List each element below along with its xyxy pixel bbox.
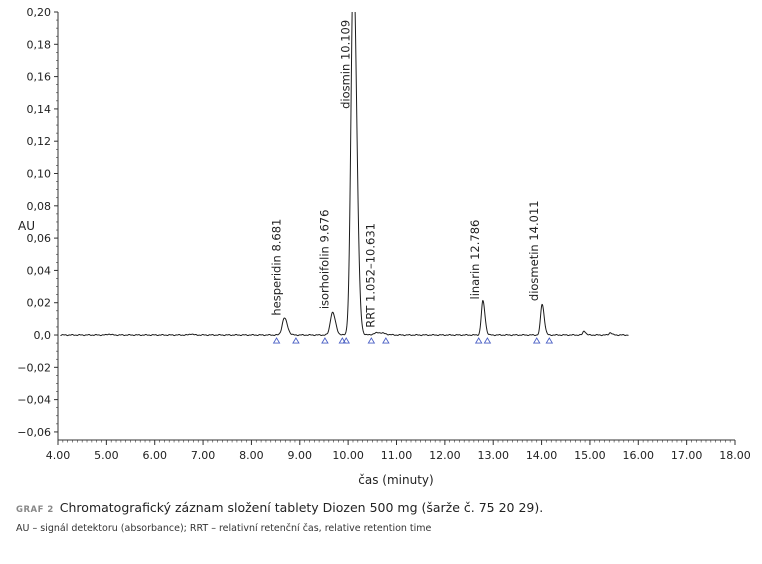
integration-marker [292, 337, 300, 344]
y-tick-label: 0,10 [27, 168, 52, 181]
x-tick-label: 18.00 [719, 449, 751, 462]
plot-frame [57, 12, 735, 441]
x-tick-label: 17.00 [671, 449, 703, 462]
caption-legend: AU – signál detektoru (absorbance); RRT … [16, 523, 432, 534]
trace-layer [60, 12, 629, 337]
integration-marker [321, 337, 329, 344]
x-tick-label: 14.00 [526, 449, 558, 462]
integration-marker [532, 337, 541, 344]
integration-marker [272, 337, 281, 344]
chromatogram-chart: 0,20 0,18 0,16 0,14 0,12 0,10 0,08 0,06 0,04 0,02… [17, 6, 751, 487]
peak-labels: hesperidin 8.681 isorhoifolin 9.676 diosmi… [269, 20, 541, 328]
figure-caption: GRAF 2 Chromatografický záznam složení ta… [16, 500, 756, 534]
x-axis: 4.00 5.00 6.00 7.00 8.00 9.00 10.00 11.00 12.00 1… [46, 440, 751, 462]
peak-label: diosmin 10.109 [338, 20, 352, 109]
y-tick-label: 0,04 [27, 264, 52, 277]
y-tick-label: 0,0 [34, 329, 52, 342]
y-tick-label: −0,06 [17, 426, 51, 439]
y-tick-label: 0,16 [27, 71, 52, 84]
y-tick-label: −0,02 [17, 361, 51, 374]
peak-label: isorhoifolin 9.676 [317, 210, 331, 310]
x-tick-label: 15.00 [574, 449, 606, 462]
y-tick-label: 0,18 [27, 38, 52, 51]
integration-marker [483, 337, 492, 344]
peak-label: diosmetin 14.011 [527, 200, 541, 301]
integration-marker [342, 337, 351, 344]
peak-label: hesperidin 8.681 [269, 219, 283, 316]
integration-marker [338, 337, 347, 344]
caption-title: Chromatografický záznam složení tablety … [59, 500, 544, 515]
chromatogram-trace [60, 12, 629, 337]
y-axis: 0,20 0,18 0,16 0,14 0,12 0,10 0,08 0,06 0,04 0,02… [17, 6, 58, 439]
y-tick-label: −0,04 [17, 394, 51, 407]
integration-marker [474, 337, 483, 344]
x-tick-label: 7.00 [191, 449, 216, 462]
x-tick-label: 6.00 [142, 449, 167, 462]
x-tick-label: 5.00 [94, 449, 119, 462]
x-tick-label: 4.00 [46, 449, 71, 462]
x-tick-label: 11.00 [381, 449, 413, 462]
integration-marker [545, 337, 554, 344]
y-tick-label: 0,12 [27, 135, 52, 148]
x-axis-title: čas (minuty) [358, 473, 433, 487]
x-tick-label: 8.00 [239, 449, 264, 462]
peak-label: RRT 1.052–10.631 [364, 223, 378, 328]
x-tick-label: 12.00 [429, 449, 461, 462]
integration-marker [382, 337, 390, 344]
caption-tag: GRAF 2 [16, 505, 54, 515]
peak-label: linarin 12.786 [468, 220, 482, 300]
x-tick-label: 16.00 [623, 449, 655, 462]
y-tick-label: 0,14 [27, 103, 52, 116]
x-tick-label: 9.00 [288, 449, 313, 462]
caption-title-line: GRAF 2 Chromatografický záznam složení ta… [16, 500, 756, 515]
integration-marker [367, 337, 376, 344]
x-tick-label: 10.00 [332, 449, 364, 462]
y-axis-title: AU [18, 219, 35, 233]
y-tick-label: 0,20 [27, 6, 52, 19]
y-tick-label: 0,08 [27, 200, 52, 213]
y-tick-label: 0,02 [27, 297, 52, 310]
x-tick-label: 13.00 [477, 449, 509, 462]
y-tick-label: 0,06 [27, 232, 52, 245]
integration-markers [272, 337, 554, 344]
